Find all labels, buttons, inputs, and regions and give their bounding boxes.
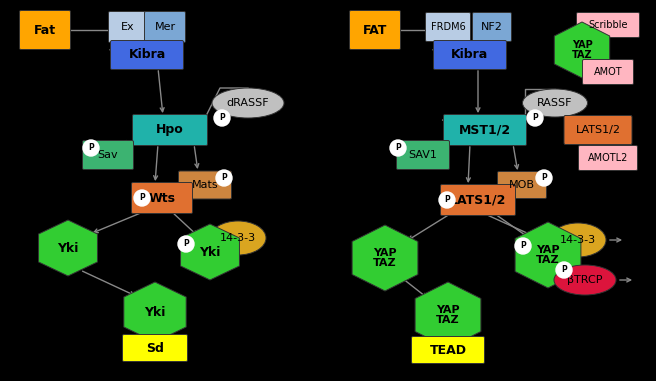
Circle shape [536, 170, 552, 186]
FancyBboxPatch shape [20, 11, 70, 50]
Circle shape [83, 140, 99, 156]
FancyBboxPatch shape [396, 141, 449, 170]
Text: Yki: Yki [144, 306, 166, 319]
Ellipse shape [210, 221, 266, 255]
FancyBboxPatch shape [411, 336, 485, 363]
Circle shape [390, 140, 406, 156]
FancyBboxPatch shape [577, 13, 640, 37]
FancyBboxPatch shape [472, 13, 512, 42]
Text: Hpo: Hpo [156, 123, 184, 136]
Circle shape [527, 110, 543, 126]
Circle shape [439, 192, 455, 208]
Text: βTRCP: βTRCP [567, 275, 603, 285]
FancyBboxPatch shape [583, 59, 634, 85]
Text: AMOTL2: AMOTL2 [588, 153, 628, 163]
Text: P: P [520, 242, 526, 250]
Text: P: P [183, 240, 189, 248]
Text: YAP
TAZ: YAP TAZ [571, 40, 592, 60]
Polygon shape [124, 282, 186, 342]
Text: Sd: Sd [146, 341, 164, 354]
FancyBboxPatch shape [110, 40, 184, 69]
Circle shape [134, 190, 150, 206]
Text: P: P [395, 144, 401, 152]
Polygon shape [39, 220, 98, 276]
Text: P: P [88, 144, 94, 152]
Polygon shape [415, 282, 481, 348]
Polygon shape [554, 22, 609, 78]
Text: Mer: Mer [154, 22, 176, 32]
FancyBboxPatch shape [178, 171, 232, 199]
Circle shape [216, 170, 232, 186]
FancyBboxPatch shape [350, 11, 401, 50]
Text: YAP
TAZ: YAP TAZ [536, 245, 560, 265]
Text: Yki: Yki [199, 245, 220, 258]
Text: AMOT: AMOT [594, 67, 623, 77]
Text: Kibra: Kibra [129, 48, 165, 61]
FancyBboxPatch shape [564, 115, 632, 144]
FancyBboxPatch shape [434, 40, 506, 69]
Text: FAT: FAT [363, 24, 387, 37]
Text: P: P [444, 195, 450, 205]
Text: MST1/2: MST1/2 [459, 123, 511, 136]
Circle shape [556, 262, 572, 278]
Text: YAP
TAZ: YAP TAZ [436, 305, 460, 325]
FancyBboxPatch shape [83, 141, 134, 170]
Text: SAV1: SAV1 [409, 150, 438, 160]
Text: Scribble: Scribble [588, 20, 628, 30]
Text: Kibra: Kibra [451, 48, 489, 61]
Ellipse shape [554, 265, 616, 295]
Text: Wts: Wts [148, 192, 176, 205]
Ellipse shape [522, 89, 588, 117]
Text: dRASSF: dRASSF [227, 98, 270, 108]
Polygon shape [352, 225, 418, 291]
Text: NF2: NF2 [481, 22, 503, 32]
Polygon shape [180, 224, 239, 280]
FancyBboxPatch shape [443, 115, 527, 146]
Text: P: P [561, 266, 567, 274]
FancyBboxPatch shape [123, 335, 188, 362]
Text: P: P [219, 114, 225, 123]
Ellipse shape [212, 88, 284, 118]
Text: YAP
TAZ: YAP TAZ [373, 248, 397, 268]
Text: 14-3-3: 14-3-3 [560, 235, 596, 245]
Polygon shape [515, 222, 581, 288]
FancyBboxPatch shape [108, 11, 148, 43]
Text: Mats: Mats [192, 180, 218, 190]
Text: Yki: Yki [57, 242, 79, 255]
FancyBboxPatch shape [426, 13, 470, 42]
Text: LATS1/2: LATS1/2 [575, 125, 621, 135]
Text: P: P [541, 173, 547, 182]
Text: RASSF: RASSF [537, 98, 573, 108]
Circle shape [214, 110, 230, 126]
FancyBboxPatch shape [144, 11, 186, 43]
Text: TEAD: TEAD [430, 344, 466, 357]
Ellipse shape [550, 223, 606, 257]
Text: Ex: Ex [121, 22, 135, 32]
Circle shape [515, 238, 531, 254]
Circle shape [178, 236, 194, 252]
Text: P: P [532, 114, 538, 123]
FancyBboxPatch shape [133, 115, 207, 146]
FancyBboxPatch shape [131, 182, 192, 213]
FancyBboxPatch shape [497, 171, 546, 199]
Text: Fat: Fat [34, 24, 56, 37]
Text: MOB: MOB [509, 180, 535, 190]
Text: 14-3-3: 14-3-3 [220, 233, 256, 243]
FancyBboxPatch shape [440, 184, 516, 216]
Text: FRDM6: FRDM6 [430, 22, 465, 32]
Text: LATS1/2: LATS1/2 [450, 194, 506, 207]
FancyBboxPatch shape [579, 146, 638, 171]
Text: P: P [221, 173, 227, 182]
Text: Sav: Sav [98, 150, 118, 160]
Text: P: P [139, 194, 145, 202]
